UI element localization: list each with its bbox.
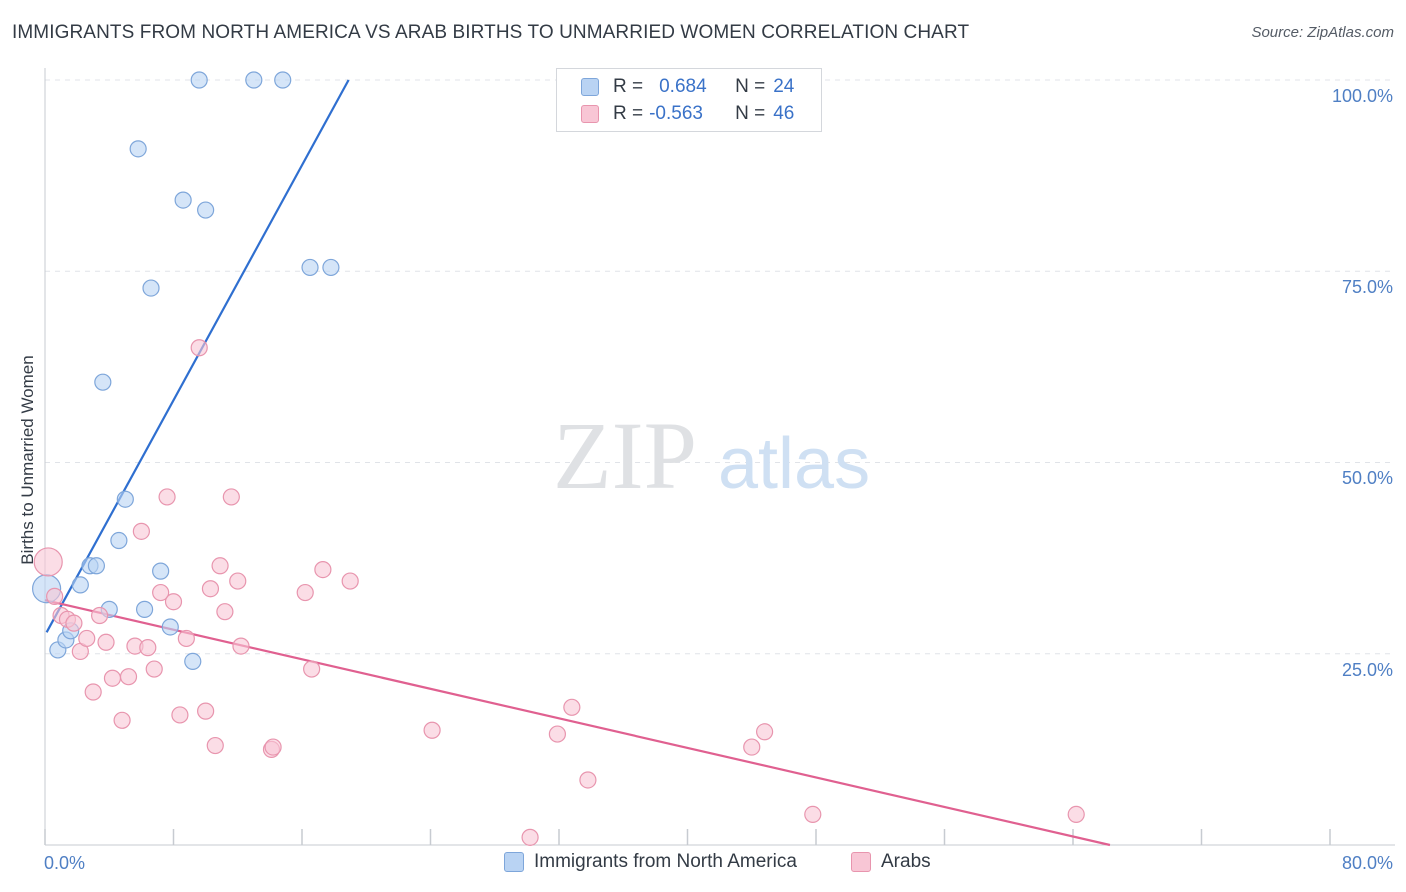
source-label: Source: ZipAtlas.com bbox=[1251, 24, 1394, 41]
data-point-arabs bbox=[232, 637, 250, 655]
data-point-arabs bbox=[78, 629, 96, 648]
points-layer bbox=[32, 71, 1085, 846]
data-point-north-america bbox=[322, 258, 340, 277]
data-point-arabs bbox=[216, 603, 234, 621]
x-tick-label-max: 80.0% bbox=[1341, 853, 1393, 873]
legend-n-value: 24 bbox=[773, 76, 795, 97]
y-tick-label-100: 100.0% bbox=[1331, 86, 1393, 106]
watermark-zip: ZIP bbox=[553, 402, 697, 509]
data-point-north-america bbox=[87, 557, 106, 575]
trend-line-arabs bbox=[44, 599, 1111, 847]
series-swatch-pink bbox=[851, 852, 871, 872]
legend-n-label: N = bbox=[735, 103, 766, 124]
data-point-arabs bbox=[229, 572, 247, 590]
data-point-arabs bbox=[755, 723, 774, 741]
data-point-arabs bbox=[222, 488, 240, 506]
data-point-arabs bbox=[190, 339, 208, 357]
data-point-arabs bbox=[97, 633, 115, 651]
legend-row-north-america: R = 0.684 N = 24 bbox=[581, 75, 794, 99]
data-point-arabs bbox=[211, 557, 229, 575]
data-point-arabs bbox=[171, 706, 189, 724]
data-point-arabs bbox=[145, 660, 163, 678]
data-point-arabs bbox=[521, 828, 539, 846]
data-point-arabs bbox=[341, 572, 359, 590]
grid-layer bbox=[45, 79, 1395, 655]
chart-title: IMMIGRANTS FROM NORTH AMERICA VS ARAB BI… bbox=[12, 22, 970, 43]
watermark-atlas: atlas bbox=[718, 424, 870, 504]
data-point-arabs bbox=[132, 522, 150, 540]
legend-r-value: -0.563 bbox=[649, 103, 703, 124]
data-point-arabs bbox=[197, 702, 215, 720]
legend-r-label: R = bbox=[613, 103, 644, 124]
series-legend-label: Arabs bbox=[881, 851, 931, 872]
data-point-north-america bbox=[190, 71, 208, 89]
data-point-north-america bbox=[301, 258, 319, 277]
data-point-north-america bbox=[94, 373, 112, 391]
data-point-arabs bbox=[177, 629, 195, 648]
series-swatch-blue bbox=[504, 852, 524, 872]
data-point-north-america bbox=[71, 576, 89, 594]
y-tick-label-25: 25.0% bbox=[1341, 660, 1393, 680]
data-point-north-america bbox=[129, 140, 147, 158]
data-point-arabs bbox=[314, 560, 332, 579]
legend-swatch-pink bbox=[581, 105, 599, 123]
data-point-north-america bbox=[174, 191, 192, 209]
data-point-arabs bbox=[103, 669, 122, 687]
data-point-arabs bbox=[743, 738, 761, 756]
x-tick-label-min: 0.0% bbox=[44, 853, 86, 873]
y-axis-label: Births to Unmarried Women bbox=[18, 355, 37, 565]
data-point-arabs bbox=[548, 725, 566, 743]
data-point-north-america bbox=[245, 71, 263, 89]
data-point-arabs bbox=[84, 683, 102, 701]
data-point-arabs bbox=[1067, 805, 1085, 824]
data-point-north-america bbox=[116, 490, 134, 508]
data-point-arabs bbox=[65, 614, 83, 632]
legend-row-arabs: R = -0.563 N = 46 bbox=[581, 102, 794, 126]
data-point-arabs bbox=[423, 721, 441, 739]
data-point-north-america bbox=[152, 562, 170, 580]
data-point-arabs bbox=[579, 771, 597, 789]
data-point-arabs bbox=[264, 738, 282, 756]
data-point-north-america bbox=[184, 652, 202, 671]
y-tick-label-50: 50.0% bbox=[1341, 468, 1393, 488]
y-tick-label-75: 75.0% bbox=[1341, 277, 1393, 297]
data-point-arabs bbox=[91, 606, 109, 625]
series-legend-item-arabs[interactable]: Arabs bbox=[851, 851, 931, 873]
data-point-arabs bbox=[201, 580, 220, 598]
data-point-north-america bbox=[161, 618, 179, 636]
data-point-arabs bbox=[139, 639, 157, 657]
legend-swatch-blue bbox=[581, 78, 599, 96]
series-legend-label: Immigrants from North America bbox=[534, 851, 797, 872]
series-legend-item-north-america[interactable]: Immigrants from North America bbox=[504, 851, 797, 873]
watermark: ZIP atlas bbox=[553, 402, 870, 509]
data-point-arabs bbox=[804, 805, 822, 824]
data-point-arabs bbox=[206, 736, 224, 755]
legend-r-value: 0.684 bbox=[659, 76, 707, 97]
data-point-arabs bbox=[119, 668, 138, 686]
axis-layer bbox=[44, 68, 1395, 846]
data-point-arabs bbox=[563, 698, 581, 716]
data-point-arabs bbox=[158, 488, 176, 506]
data-point-north-america bbox=[197, 201, 215, 219]
legend-n-label: N = bbox=[735, 76, 766, 97]
legend-n-value: 46 bbox=[773, 103, 795, 124]
data-point-arabs bbox=[164, 593, 183, 611]
series-legend: Immigrants from North America Arabs bbox=[0, 851, 1406, 877]
data-point-arabs bbox=[152, 583, 170, 602]
data-point-north-america bbox=[110, 531, 128, 550]
data-point-arabs bbox=[296, 583, 314, 602]
data-point-north-america bbox=[135, 600, 154, 618]
legend-r-label: R = bbox=[613, 76, 644, 97]
data-point-arabs bbox=[46, 587, 64, 605]
correlation-legend: R = 0.684 N = 24 R = -0.563 N = 46 bbox=[556, 68, 822, 132]
data-point-north-america bbox=[142, 279, 160, 297]
data-point-north-america bbox=[274, 71, 292, 89]
data-point-arabs bbox=[33, 547, 63, 577]
data-point-arabs bbox=[113, 711, 131, 729]
data-point-arabs bbox=[303, 660, 321, 678]
